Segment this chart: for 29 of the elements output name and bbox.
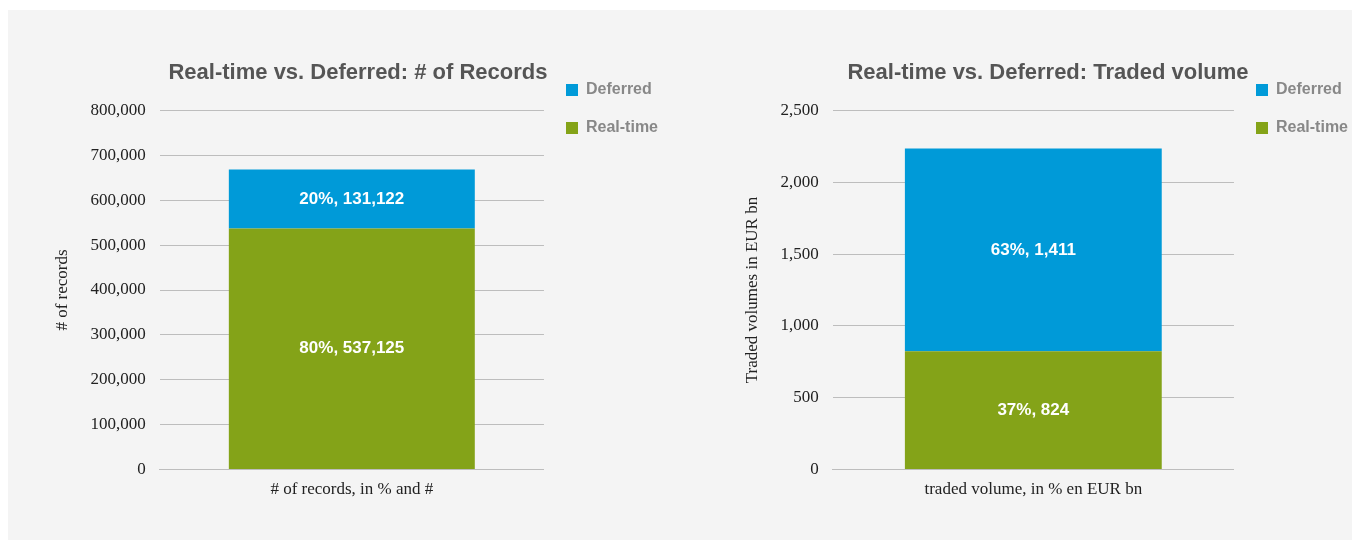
data-label: 80%, 537,125 [299, 338, 405, 358]
y-tick-label: 500 [793, 387, 819, 407]
y-tick-label: 700,000 [90, 144, 146, 164]
data-label: 63%, 1,411 [990, 239, 1076, 259]
y-tick-label: 300,000 [90, 324, 146, 344]
y-tick-label: 500,000 [90, 234, 146, 254]
x-tick-label: traded volume, in % en EUR bn [924, 479, 1143, 499]
y-tick-label: 200,000 [90, 369, 146, 389]
data-label: 20%, 131,122 [299, 188, 405, 208]
x-tick-label: # of records, in % and # [270, 479, 434, 499]
y-tick-label: 1,500 [780, 243, 819, 263]
y-tick-label: 0 [137, 459, 146, 479]
y-axis-title: Traded volumes in EUR bn [741, 196, 761, 384]
y-tick-label: 2,000 [780, 171, 819, 191]
y-tick-label: 600,000 [90, 189, 146, 209]
legend-label: Real-time [585, 118, 659, 136]
y-tick-label: 400,000 [90, 279, 146, 299]
chart-title: Real-time vs. Deferred: # of Records [168, 59, 548, 85]
legend-label: Deferred [585, 80, 652, 98]
legend-label: Deferred [1275, 80, 1342, 98]
y-tick-label: 1,000 [780, 315, 819, 335]
y-tick-label: 2,500 [780, 99, 819, 119]
legend-label: Real-time [1275, 118, 1349, 136]
y-tick-label: 800,000 [90, 99, 146, 119]
chart-title: Real-time vs. Deferred: Traded volume [847, 59, 1249, 85]
y-axis-title: # of records [51, 249, 71, 331]
y-tick-label: 100,000 [90, 414, 146, 434]
y-tick-label: 0 [810, 459, 819, 479]
data-label: 37%, 824 [997, 399, 1070, 419]
